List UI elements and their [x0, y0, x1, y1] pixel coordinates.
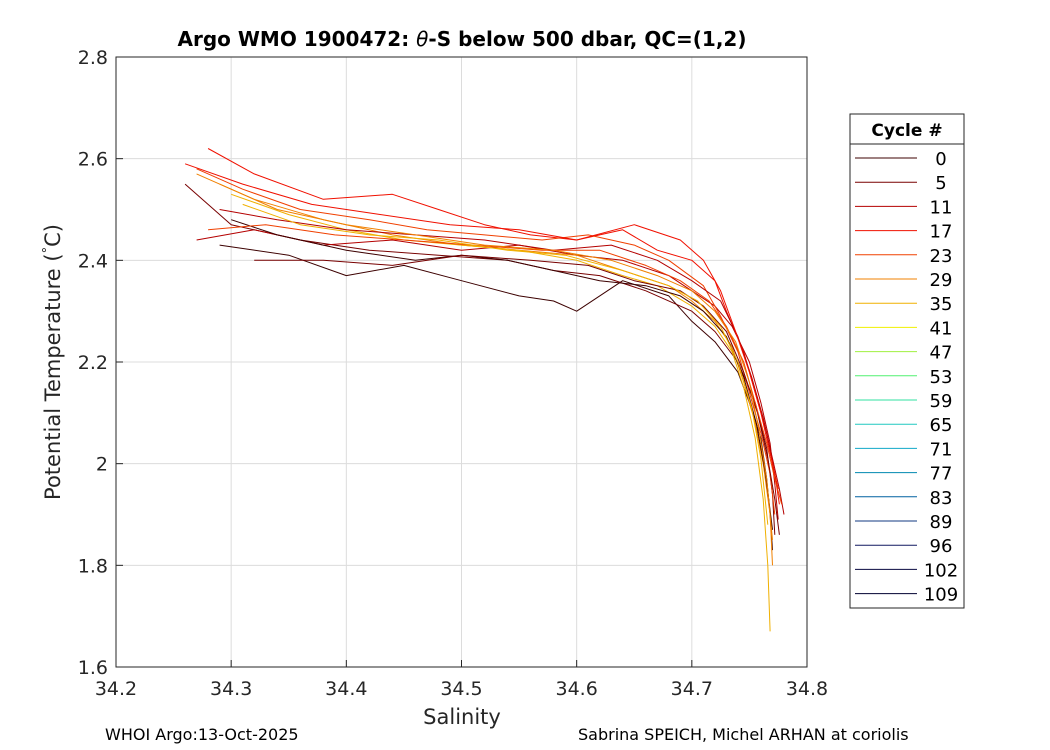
legend: Cycle # 0 5 11 17 23 29 35 41 47 53 59 65 71 77 83 89 96… — [849, 113, 965, 609]
series-line-cycle-29b — [219, 183, 773, 540]
x-tick-label: 34.8 — [786, 678, 828, 700]
chart-title: Argo WMO 1900472: θ-S below 500 dbar, QC… — [178, 27, 747, 51]
legend-label-53: 53 — [930, 367, 953, 388]
x-tick-label: 34.2 — [95, 678, 137, 700]
legend-label-71: 71 — [930, 439, 953, 460]
legend-label-47: 47 — [930, 343, 953, 364]
series-line-cycle-5 — [184, 183, 776, 535]
x-tick-label: 34.5 — [440, 678, 482, 700]
legend-label-35: 35 — [930, 294, 953, 315]
legend-label-59: 59 — [930, 391, 953, 412]
x-tick-label: 34.3 — [210, 678, 252, 700]
x-tick-label: 34.6 — [556, 678, 598, 700]
y-tick-label: 1.6 — [78, 657, 108, 679]
legend-label-89: 89 — [930, 512, 953, 533]
series-line-cycle-17 — [207, 148, 780, 505]
legend-label-96: 96 — [930, 536, 953, 557]
series-line-cycle-23 — [196, 168, 776, 515]
series-lines — [184, 148, 785, 632]
legend-label-23: 23 — [930, 246, 953, 267]
legend-label-5: 5 — [935, 173, 946, 194]
series-line-cycle-23b — [208, 224, 783, 505]
x-tick-label: 34.7 — [671, 678, 713, 700]
y-tick-label: 2.2 — [78, 352, 108, 374]
legend-label-11: 11 — [930, 197, 953, 218]
legend-box — [849, 113, 965, 609]
series-line-cycle-17b — [184, 163, 779, 490]
y-tick-label: 2.8 — [78, 47, 108, 69]
series-line-cycle-35b — [242, 203, 769, 525]
x-ticks: 34.2 34.3 34.4 34.5 34.6 34.7 34.8 — [95, 660, 828, 700]
legend-label-83: 83 — [930, 488, 953, 509]
legend-label-0: 0 — [935, 149, 946, 170]
series-line-cycle-29 — [196, 173, 773, 566]
series-line-cycle-11b — [219, 209, 785, 515]
y-axis-label: Potential Temperature (°C) — [41, 224, 65, 500]
y-tick-label: 2.6 — [78, 149, 108, 171]
series-line-cycle-0b — [231, 219, 773, 530]
y-tick-label: 2.4 — [78, 250, 108, 272]
x-axis-label: Salinity — [423, 705, 501, 729]
y-tick-label: 1.8 — [78, 555, 108, 577]
y-tick-label: 2 — [96, 454, 108, 476]
x-tick-label: 34.4 — [325, 678, 367, 700]
legend-title: Cycle # — [871, 121, 942, 141]
legend-label-41: 41 — [930, 318, 953, 339]
legend-label-77: 77 — [930, 464, 953, 485]
legend-label-109: 109 — [924, 585, 958, 606]
footer-left: WHOI Argo:13-Oct-2025 — [105, 725, 299, 744]
legend-label-17: 17 — [930, 222, 953, 243]
footer-right: Sabrina SPEICH, Michel ARHAN at coriolis — [578, 725, 909, 744]
legend-label-102: 102 — [924, 560, 958, 581]
series-line-cycle-5b — [254, 254, 780, 535]
series-line-cycle-11 — [196, 229, 779, 520]
legend-label-65: 65 — [930, 415, 953, 436]
grid — [115, 56, 808, 668]
y-ticks: 1.6 1.8 2 2.2 2.4 2.6 2.8 — [78, 47, 123, 679]
series-line-cycle-0 — [219, 244, 773, 551]
legend-label-29: 29 — [930, 270, 953, 291]
